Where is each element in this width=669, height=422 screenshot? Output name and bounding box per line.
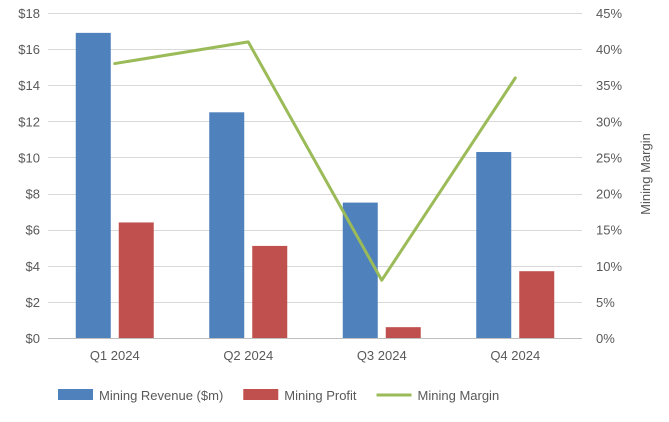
bar-profit: [386, 327, 421, 338]
legend-swatch: [243, 389, 278, 400]
x-axis-ticks: Q1 2024 Q2 2024 Q3 2024 Q4 2024: [90, 348, 540, 363]
left-tick-label: $0: [26, 331, 40, 346]
bar-revenue: [76, 33, 111, 338]
right-axis-label: Mining Margin: [638, 133, 653, 215]
line-margin: [115, 42, 516, 280]
legend-label: Mining Revenue ($m): [99, 388, 223, 403]
left-tick-label: $4: [26, 259, 40, 274]
left-tick-label: $18: [18, 6, 40, 21]
legend-label: Mining Margin: [418, 388, 500, 403]
left-tick-label: $8: [26, 187, 40, 202]
x-tick-label: Q3 2024: [357, 348, 407, 363]
bar-series: [76, 33, 555, 338]
right-tick-label: 45%: [596, 6, 622, 21]
left-tick-label: $16: [18, 42, 40, 57]
right-tick-label: 40%: [596, 42, 622, 57]
legend: Mining Revenue ($m) Mining Profit Mining M…: [58, 388, 499, 403]
bar-revenue: [209, 112, 244, 338]
legend-label: Mining Profit: [284, 388, 357, 403]
left-tick-label: $2: [26, 295, 40, 310]
x-tick-label: Q2 2024: [223, 348, 273, 363]
right-tick-label: 20%: [596, 187, 622, 202]
left-tick-label: $10: [18, 150, 40, 165]
x-tick-label: Q1 2024: [90, 348, 140, 363]
x-tick-label: Q4 2024: [490, 348, 540, 363]
line-series: [115, 42, 516, 281]
right-tick-label: 25%: [596, 150, 622, 165]
bar-profit: [252, 246, 287, 338]
left-tick-label: $6: [26, 223, 40, 238]
right-tick-label: 5%: [596, 295, 615, 310]
right-axis-ticks: 0% 5% 10% 15% 20% 25% 30% 35% 40% 45%: [596, 6, 622, 346]
bar-profit: [119, 222, 154, 338]
right-tick-label: 15%: [596, 223, 622, 238]
right-tick-label: 35%: [596, 78, 622, 93]
bar-profit: [519, 271, 554, 338]
bar-revenue: [476, 152, 511, 338]
right-tick-label: 0%: [596, 331, 615, 346]
left-tick-label: $14: [18, 78, 40, 93]
left-axis-ticks: $0 $2 $4 $6 $8 $10 $12 $14 $16 $18: [18, 6, 40, 346]
legend-swatch: [58, 389, 93, 400]
right-tick-label: 10%: [596, 259, 622, 274]
right-tick-label: 30%: [596, 114, 622, 129]
left-tick-label: $12: [18, 114, 40, 129]
